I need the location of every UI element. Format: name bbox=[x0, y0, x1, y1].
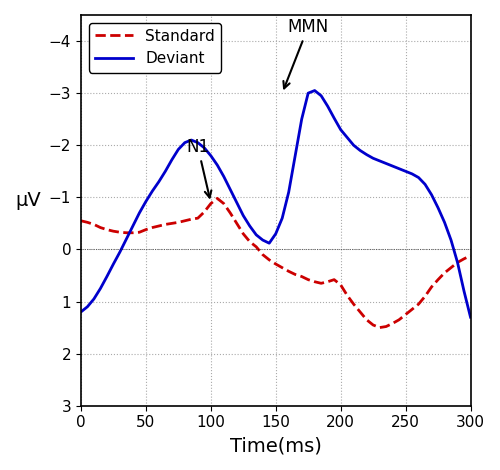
Standard bbox=[468, 253, 473, 258]
Y-axis label: μV: μV bbox=[15, 191, 40, 211]
Deviant bbox=[468, 314, 473, 320]
Standard bbox=[428, 284, 434, 290]
Deviant bbox=[214, 162, 220, 168]
Deviant bbox=[169, 157, 175, 163]
Text: N1: N1 bbox=[186, 138, 212, 197]
Deviant bbox=[318, 93, 324, 99]
Line: Deviant: Deviant bbox=[81, 91, 470, 317]
Deviant bbox=[78, 309, 84, 315]
Standard bbox=[221, 201, 227, 206]
Standard bbox=[376, 325, 382, 330]
Standard bbox=[156, 223, 162, 229]
Text: MMN: MMN bbox=[284, 18, 329, 88]
Deviant bbox=[156, 179, 162, 185]
Legend: Standard, Deviant: Standard, Deviant bbox=[88, 23, 221, 72]
Deviant bbox=[422, 181, 428, 187]
Standard bbox=[78, 218, 84, 224]
Standard bbox=[292, 272, 298, 277]
Standard bbox=[214, 196, 220, 201]
Standard bbox=[318, 281, 324, 286]
Deviant bbox=[312, 88, 318, 94]
Line: Standard: Standard bbox=[81, 198, 470, 328]
Standard bbox=[169, 220, 175, 226]
Deviant bbox=[286, 189, 292, 195]
X-axis label: Time(ms): Time(ms) bbox=[230, 436, 322, 455]
